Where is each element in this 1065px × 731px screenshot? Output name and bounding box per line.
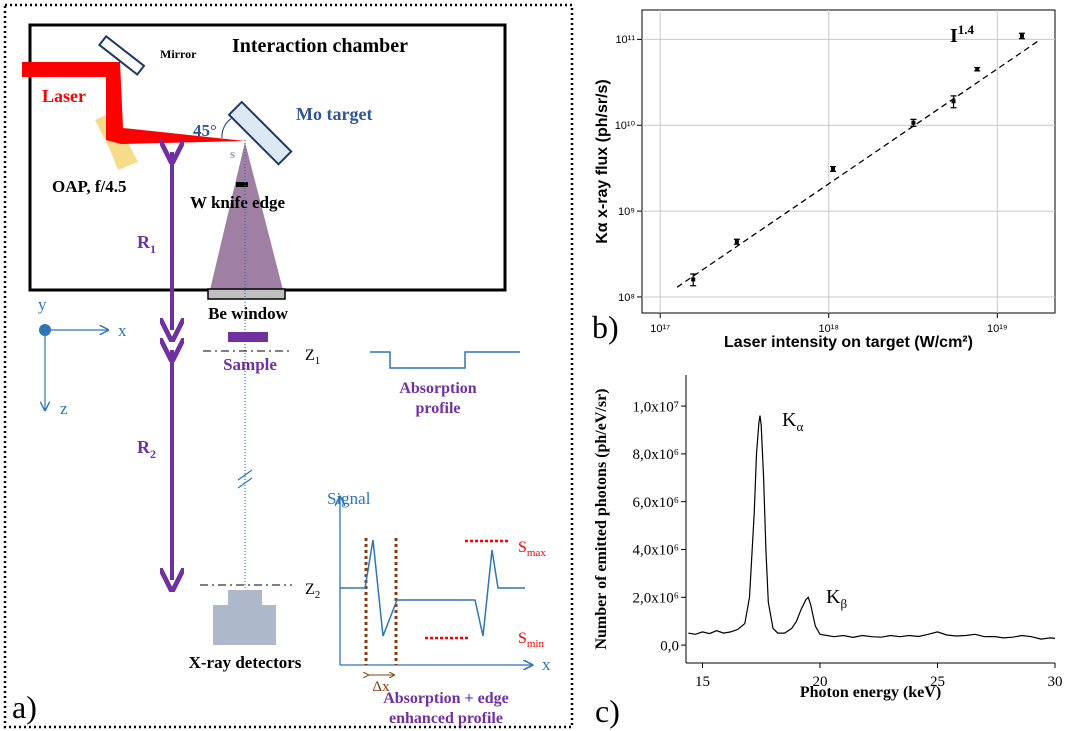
axis-break [237, 469, 253, 489]
laser-beam [22, 62, 245, 144]
profile-label: Absorption [399, 380, 476, 397]
chart: 15 20 25 30 0,0 2,0x10⁶ 4,0x10⁶ 6,0x10⁶ 8,0x10⁶ 1… [593, 375, 1063, 729]
detector [213, 590, 276, 645]
fit-line [676, 39, 1040, 288]
y-tick-label: 2,0x10⁶ [633, 591, 679, 607]
y-axis-label: y [38, 295, 47, 314]
y-tick-label: 10⁸ [618, 292, 635, 304]
annotation-text: K [782, 409, 797, 431]
z1-sub: 1 [315, 355, 321, 367]
z2-label: Z2 [305, 581, 320, 601]
y-axis-title: Kα x-ray flux (ph/sr/s) [594, 79, 611, 244]
x-tick-label: 10¹⁸ [818, 323, 839, 335]
signal-x-label: x [542, 655, 551, 674]
x-tick-label: 10¹⁷ [650, 323, 670, 335]
r1-sub: 1 [150, 242, 156, 256]
annotation-sub: α [796, 419, 803, 434]
y-tick-label: 8,0x10⁶ [633, 447, 679, 463]
y-tick-label: 10¹¹ [615, 34, 635, 46]
point [1019, 33, 1024, 38]
z1-text: Z [305, 347, 315, 364]
z-axis-label: z [60, 399, 68, 418]
annotation-sup: 1.4 [958, 22, 975, 37]
z1-label: Z1 [305, 347, 320, 367]
absorption-profile [370, 351, 520, 369]
point [691, 277, 696, 282]
oap-label: OAP, f/4.5 [52, 177, 126, 196]
y-tick-label: 0,0 [660, 638, 679, 654]
point [911, 120, 916, 125]
angle-label: 45° [193, 121, 217, 140]
x-axis-title: Photon energy (keV) [800, 684, 941, 701]
smin-text: S [518, 630, 527, 647]
chamber-title: Interaction chamber [232, 35, 408, 57]
sample [228, 332, 268, 342]
point [951, 99, 956, 104]
target [227, 100, 293, 166]
annotation-sub: β [840, 596, 847, 611]
xray-cone [210, 142, 283, 290]
panel-label: a) [12, 689, 37, 725]
x-axis-label: x [118, 321, 127, 340]
panel-label: b) [592, 309, 619, 345]
enhanced-label: Absorption + edge [383, 690, 509, 707]
x-tick-label: 25 [930, 674, 945, 690]
y-tick-label: 6,0x10⁶ [633, 495, 679, 511]
spectrum-line [688, 415, 1056, 640]
y-tick-label: 4,0x10⁶ [633, 543, 679, 559]
diagram: Interaction chamber Mirror Laser OAP, f/… [3, 3, 574, 729]
mirror [97, 34, 146, 76]
y-tick-label: 10¹⁰ [615, 120, 636, 132]
plot-frame [641, 9, 1056, 314]
y-axis-title: Number of emitted photons (ph/eV/sr) [593, 388, 610, 649]
dx-label: Δx [372, 679, 390, 695]
smin-sub: min [527, 638, 545, 650]
smax-text: S [518, 539, 527, 556]
z2-sub: 2 [315, 589, 321, 601]
r1-label: R1 [137, 232, 156, 256]
chart: 10¹⁷ 10¹⁸ 10¹⁹ 10⁸ 10⁹ 10¹⁰ 10¹¹ Kα x-ray flux … [592, 9, 1056, 351]
annotation-text: K [826, 586, 841, 608]
knife-label: W knife edge [190, 193, 286, 212]
panel-label: c) [595, 693, 620, 729]
annotation-text: I [950, 25, 958, 47]
point [831, 166, 836, 171]
smin-label: Smin [518, 630, 545, 650]
r2-sub: 2 [150, 447, 156, 461]
laser-label: Laser [42, 86, 86, 106]
smax-label: Smax [518, 539, 546, 559]
r2-text: R [137, 437, 151, 457]
target-label: Mo target [296, 104, 372, 124]
source-label: s [230, 146, 235, 161]
enhanced-profile [340, 539, 525, 637]
annotation: I1.4 [950, 22, 975, 47]
annotation: Kβ [826, 586, 847, 611]
mirror-label: Mirror [160, 47, 197, 61]
panel-border [3, 3, 574, 729]
y-tick-label: 1,0x10⁷ [633, 399, 679, 415]
sample-label: Sample [223, 355, 277, 374]
profile-label: profile [415, 400, 460, 417]
z2-text: Z [305, 581, 315, 598]
knife-edge [236, 182, 248, 187]
x-tick-label: 10¹⁹ [987, 323, 1008, 335]
enhanced-label: enhanced profile [389, 710, 503, 727]
be-window [207, 288, 286, 300]
detector-label: X-ray detectors [189, 653, 302, 672]
smax-sub: max [527, 547, 546, 559]
annotation: Kα [782, 409, 803, 434]
x-tick-label: 30 [1048, 674, 1063, 690]
y-tick-label: 10⁹ [618, 206, 635, 218]
point [734, 239, 739, 244]
x-tick-label: 15 [695, 674, 710, 690]
point [975, 67, 980, 72]
r2-label: R2 [137, 437, 156, 461]
r1-text: R [137, 232, 151, 252]
x-axis-title: Laser intensity on target (W/cm²) [724, 334, 973, 351]
signal-label: Signal [327, 489, 371, 508]
window-label: Be window [208, 304, 289, 323]
angle-arc [221, 117, 233, 139]
x-tick-label: 20 [812, 674, 827, 690]
